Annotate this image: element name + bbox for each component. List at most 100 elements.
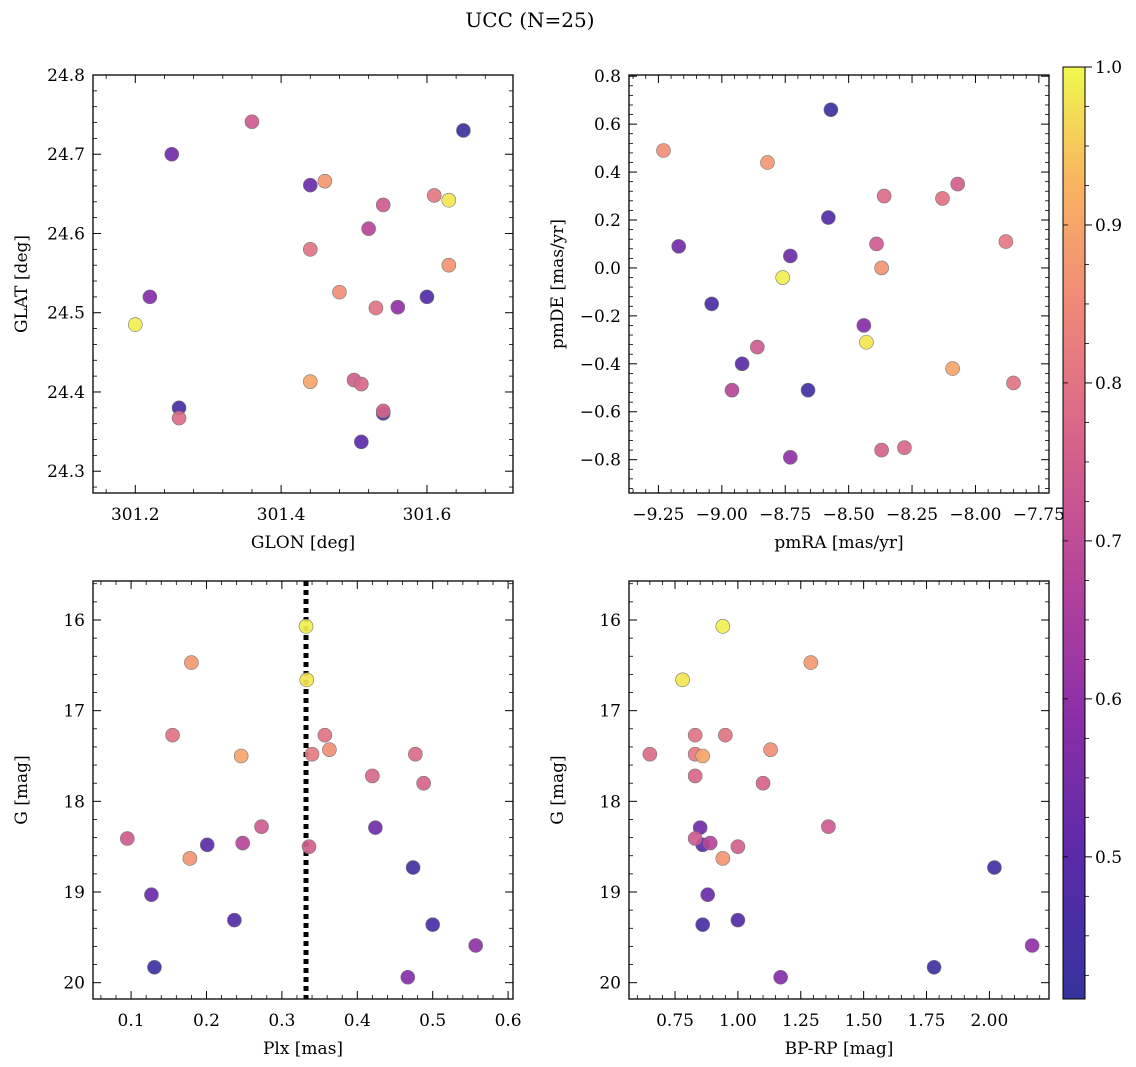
- data-point-11: [375, 403, 391, 419]
- x-tick-label: −8.75: [759, 505, 811, 525]
- data-point-3: [695, 748, 710, 764]
- figure-title: UCC (N=25): [465, 8, 594, 32]
- data-point-22: [425, 917, 440, 932]
- x-axis-label: Plx [mas]: [263, 1039, 343, 1059]
- data-point-21: [227, 912, 242, 928]
- y-tick-label: −0.8: [580, 451, 621, 471]
- data-point-7: [317, 727, 333, 743]
- y-tick-label: 0.8: [594, 67, 621, 87]
- data-point-16: [1024, 938, 1040, 953]
- y-tick-label: −0.4: [580, 355, 621, 375]
- data-point-10: [354, 376, 369, 392]
- plot-frame: [92, 580, 514, 1000]
- data-point-17: [773, 969, 788, 985]
- x-tick-label: 0.3: [268, 1011, 295, 1031]
- x-tick-label: 301.6: [403, 505, 452, 525]
- data-point-21: [419, 289, 435, 305]
- data-point-8: [302, 242, 318, 257]
- x-tick-label: 1.00: [719, 1011, 757, 1031]
- data-point-1: [859, 334, 874, 350]
- panel-plx-g: 0.1 0.2 0.3 0.4 0.5 0.6 16 17 18 19 20 Plx [mas] G […: [12, 580, 522, 1059]
- data-point-15: [361, 221, 376, 237]
- colorbar-tick-label: 0.8: [1095, 374, 1122, 394]
- data-point-0: [715, 619, 731, 634]
- data-point-1: [675, 672, 690, 688]
- data-point-21: [730, 912, 746, 928]
- data-point-17: [856, 318, 872, 333]
- x-tick-label: 0.4: [344, 1011, 371, 1031]
- colorbar-tick-label: 0.6: [1095, 690, 1122, 710]
- data-point-9: [171, 410, 187, 426]
- y-tick-label: 19: [599, 883, 621, 903]
- data-point-5: [441, 257, 457, 273]
- data-point-24: [147, 959, 162, 975]
- y-tick-label: 24.6: [47, 224, 85, 244]
- data-point-11: [416, 775, 431, 791]
- y-axis-label: G [mag]: [12, 755, 32, 824]
- x-axis-label: GLON [deg]: [251, 533, 355, 553]
- data-point-14: [869, 236, 884, 252]
- data-point-6: [998, 234, 1014, 249]
- data-point-7: [935, 191, 950, 206]
- y-tick-label: 24.5: [47, 304, 85, 324]
- plot-frame: [628, 74, 1050, 494]
- x-axis-label: BP-RP [mag]: [785, 1039, 894, 1059]
- data-point-0: [775, 270, 790, 285]
- y-tick-label: 0.0: [594, 259, 621, 279]
- x-tick-label: 1.50: [845, 1011, 883, 1031]
- data-point-7: [718, 727, 733, 743]
- data-point-5: [715, 851, 731, 866]
- data-point-17: [142, 289, 158, 305]
- data-point-3: [302, 374, 318, 389]
- x-tick-label: 0.75: [656, 1011, 694, 1031]
- data-point-24: [823, 102, 839, 118]
- x-tick-label: −7.75: [1013, 505, 1065, 525]
- data-point-23: [405, 860, 421, 875]
- colorbar-gradient: [1062, 66, 1086, 1000]
- data-point-22: [695, 917, 710, 932]
- plot-frame: [628, 580, 1050, 1000]
- data-point-13: [750, 339, 765, 355]
- data-point-2: [803, 655, 819, 670]
- data-point-10: [365, 768, 380, 784]
- y-tick-label: 16: [599, 611, 621, 631]
- x-tick-label: −8.50: [823, 505, 875, 525]
- data-point-3: [945, 361, 960, 376]
- data-point-9: [642, 746, 658, 762]
- y-tick-label: −0.6: [580, 403, 621, 423]
- data-point-15: [724, 382, 740, 398]
- x-tick-label: −9.00: [696, 505, 748, 525]
- data-point-16: [390, 299, 406, 315]
- data-point-17: [400, 969, 416, 985]
- data-point-15: [702, 835, 718, 851]
- data-point-13: [244, 114, 260, 130]
- data-point-4: [763, 742, 778, 757]
- y-tick-label: 19: [63, 883, 85, 903]
- y-tick-label: −0.2: [580, 307, 621, 327]
- y-axis-label: pmDE [mas/yr]: [548, 219, 568, 349]
- data-point-22: [704, 296, 719, 312]
- data-point-0: [127, 317, 143, 332]
- y-tick-label: 20: [63, 974, 85, 994]
- data-point-9: [408, 746, 423, 762]
- data-point-19: [700, 887, 716, 903]
- x-tick-label: 1.75: [908, 1011, 946, 1031]
- data-point-5: [182, 851, 198, 866]
- data-point-4: [656, 143, 671, 158]
- y-tick-label: 16: [63, 611, 85, 631]
- colorbar-tick-label: 0.5: [1095, 848, 1122, 868]
- data-point-21: [821, 210, 836, 225]
- data-point-13: [687, 831, 703, 846]
- y-tick-label: 24.8: [47, 66, 85, 86]
- data-point-16: [468, 938, 483, 953]
- data-point-19: [302, 177, 318, 193]
- data-point-18: [164, 146, 180, 162]
- y-axis-label: G [mag]: [548, 755, 568, 824]
- data-point-8: [1006, 375, 1021, 391]
- data-point-20: [734, 356, 750, 372]
- data-point-23: [987, 860, 1002, 875]
- data-point-12: [950, 176, 965, 192]
- colorbar-tick-label: 0.7: [1095, 532, 1122, 552]
- data-point-6: [426, 188, 442, 203]
